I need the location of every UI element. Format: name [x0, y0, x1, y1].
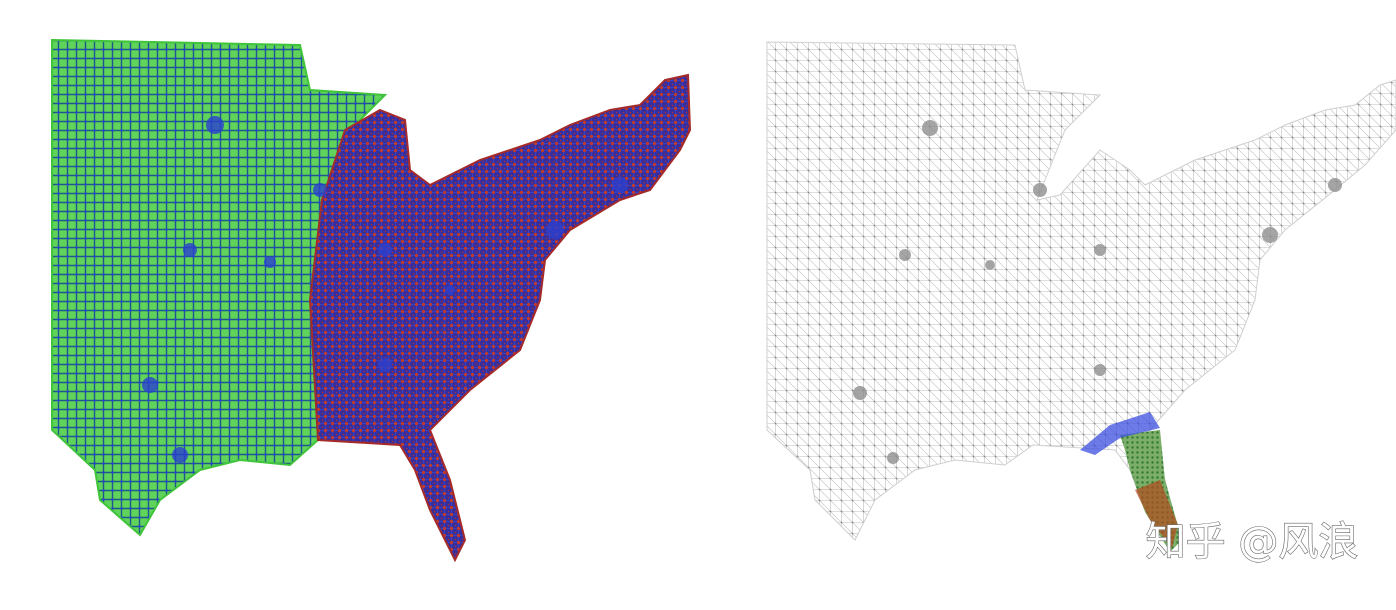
right-map	[766, 41, 1396, 552]
city-clusters-gray	[853, 120, 1342, 464]
florida-south-region	[1135, 480, 1178, 548]
city-clusters	[142, 116, 628, 463]
left-map	[51, 38, 692, 563]
florida-west-region	[1080, 412, 1160, 455]
watermark: 知乎 @风浪	[1146, 519, 1359, 565]
east-partition	[308, 73, 692, 563]
network-outline	[766, 41, 1396, 551]
west-partition	[51, 38, 388, 537]
